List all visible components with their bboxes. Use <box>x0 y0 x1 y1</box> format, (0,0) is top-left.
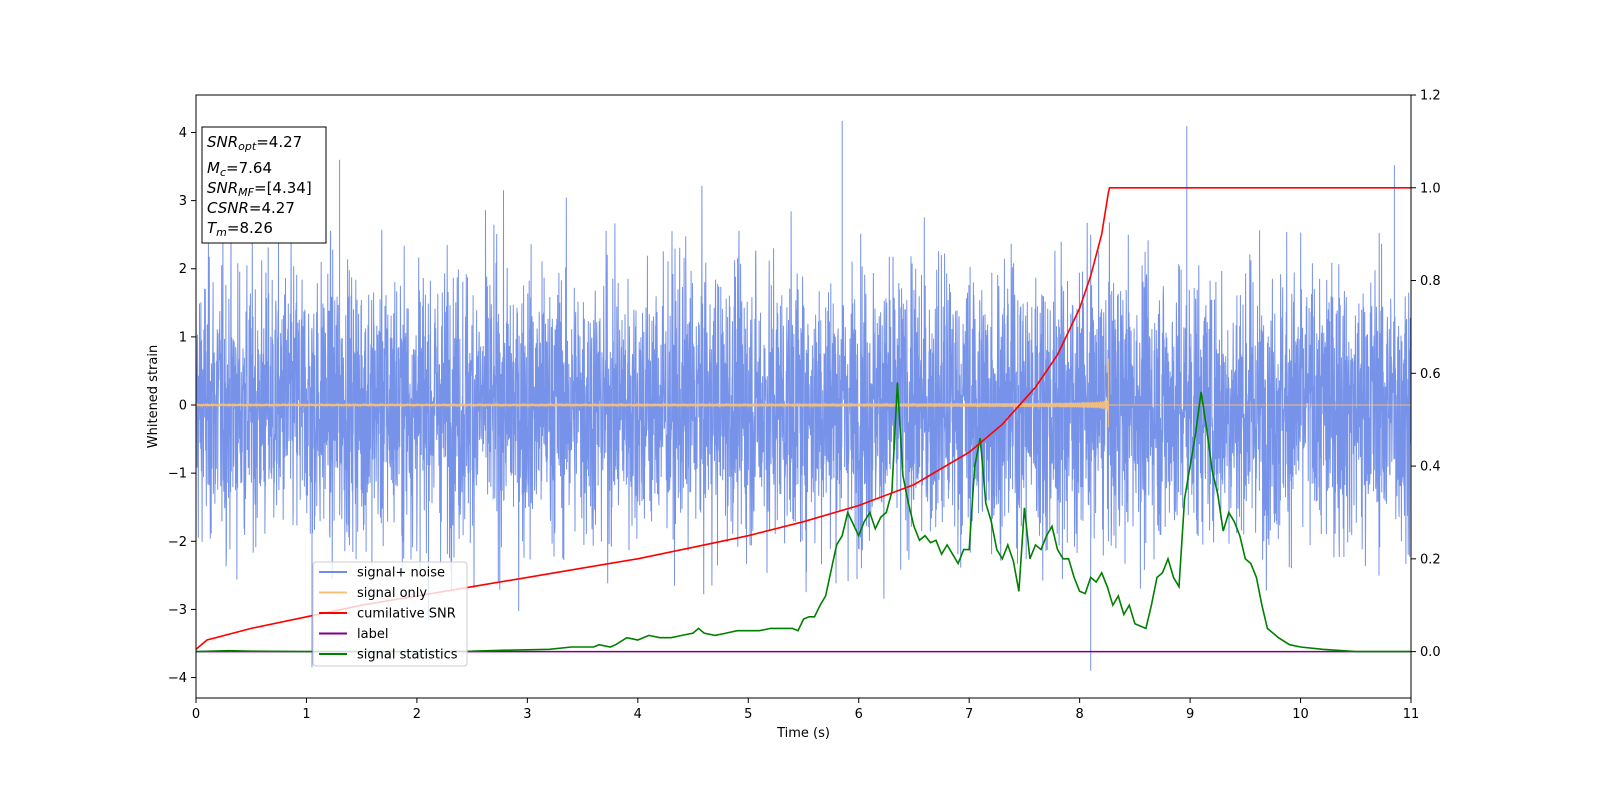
y-left-tick-label: 4 <box>179 126 187 141</box>
y-right-tick-label: 0.2 <box>1420 552 1441 567</box>
y-axis-label: Whitened strain <box>146 345 161 448</box>
y-right-tick-label: 0.4 <box>1420 460 1441 475</box>
annotation-mc: Mc=7.64 <box>207 159 272 179</box>
y-right-tick-label: 0.0 <box>1420 645 1441 660</box>
x-tick-label: 2 <box>413 707 421 722</box>
x-tick-label: 7 <box>965 707 973 722</box>
legend-entry-label: label <box>357 627 388 642</box>
legend-entry-label: cumilative SNR <box>357 607 456 622</box>
x-tick-label: 0 <box>192 707 200 722</box>
x-tick-label: 1 <box>302 707 310 722</box>
y-left-tick-label: 0 <box>179 399 187 414</box>
y-right-tick-label: 0.6 <box>1420 367 1441 382</box>
x-tick-label: 4 <box>634 707 642 722</box>
series-signal-plus-noise <box>196 120 1411 671</box>
annotation-csnr: CSNR=4.27 <box>207 199 295 217</box>
x-tick-label: 10 <box>1292 707 1309 722</box>
legend-box <box>312 561 468 667</box>
y-axis-right: 0.0 0.2 0.4 0.6 0.8 1.0 1.2 <box>1411 89 1441 660</box>
legend: signal+ noise signal only cumilative SNR la… <box>312 561 468 667</box>
x-tick-label: 6 <box>855 707 863 722</box>
annotation-snr-mf: SNRMF=[4.34] <box>207 179 312 199</box>
series-signal-statistics <box>196 382 1411 653</box>
y-right-tick-label: 1.2 <box>1420 89 1441 104</box>
x-tick-label: 8 <box>1075 707 1083 722</box>
x-tick-label: 3 <box>523 707 531 722</box>
parameter-annotation-box: SNRopt=4.27 Mc=7.64 SNRMF=[4.34] CSNR=4.… <box>201 126 327 244</box>
y-left-tick-label: −4 <box>168 671 187 686</box>
annotation-snr-opt: SNRopt=4.27 <box>207 133 302 153</box>
legend-entry-label: signal+ noise <box>357 566 445 581</box>
y-left-tick-label: −2 <box>168 535 187 550</box>
x-tick-label: 5 <box>744 707 752 722</box>
y-left-tick-label: 3 <box>179 194 187 209</box>
x-axis: 0 1 2 3 4 5 6 7 8 9 10 11 <box>192 698 1419 722</box>
y-left-tick-label: 1 <box>179 330 187 345</box>
series-signal-only <box>196 358 1411 428</box>
legend-entry-label: signal only <box>357 586 427 601</box>
legend-entry-label: signal statistics <box>357 648 458 663</box>
annotation-tm: Tm=8.26 <box>207 219 273 239</box>
y-left-tick-label: −1 <box>168 467 187 482</box>
y-left-tick-label: −3 <box>168 603 187 618</box>
axes-frame <box>195 94 1412 699</box>
y-right-tick-label: 0.8 <box>1420 274 1441 289</box>
y-right-tick-label: 1.0 <box>1420 181 1441 196</box>
x-tick-label: 9 <box>1186 707 1194 722</box>
x-axis-label: Time (s) <box>776 726 830 741</box>
y-axis-left: −4 −3 −2 −1 0 1 2 3 4 <box>168 126 196 686</box>
y-left-tick-label: 2 <box>179 262 187 277</box>
x-tick-label: 11 <box>1403 707 1420 722</box>
